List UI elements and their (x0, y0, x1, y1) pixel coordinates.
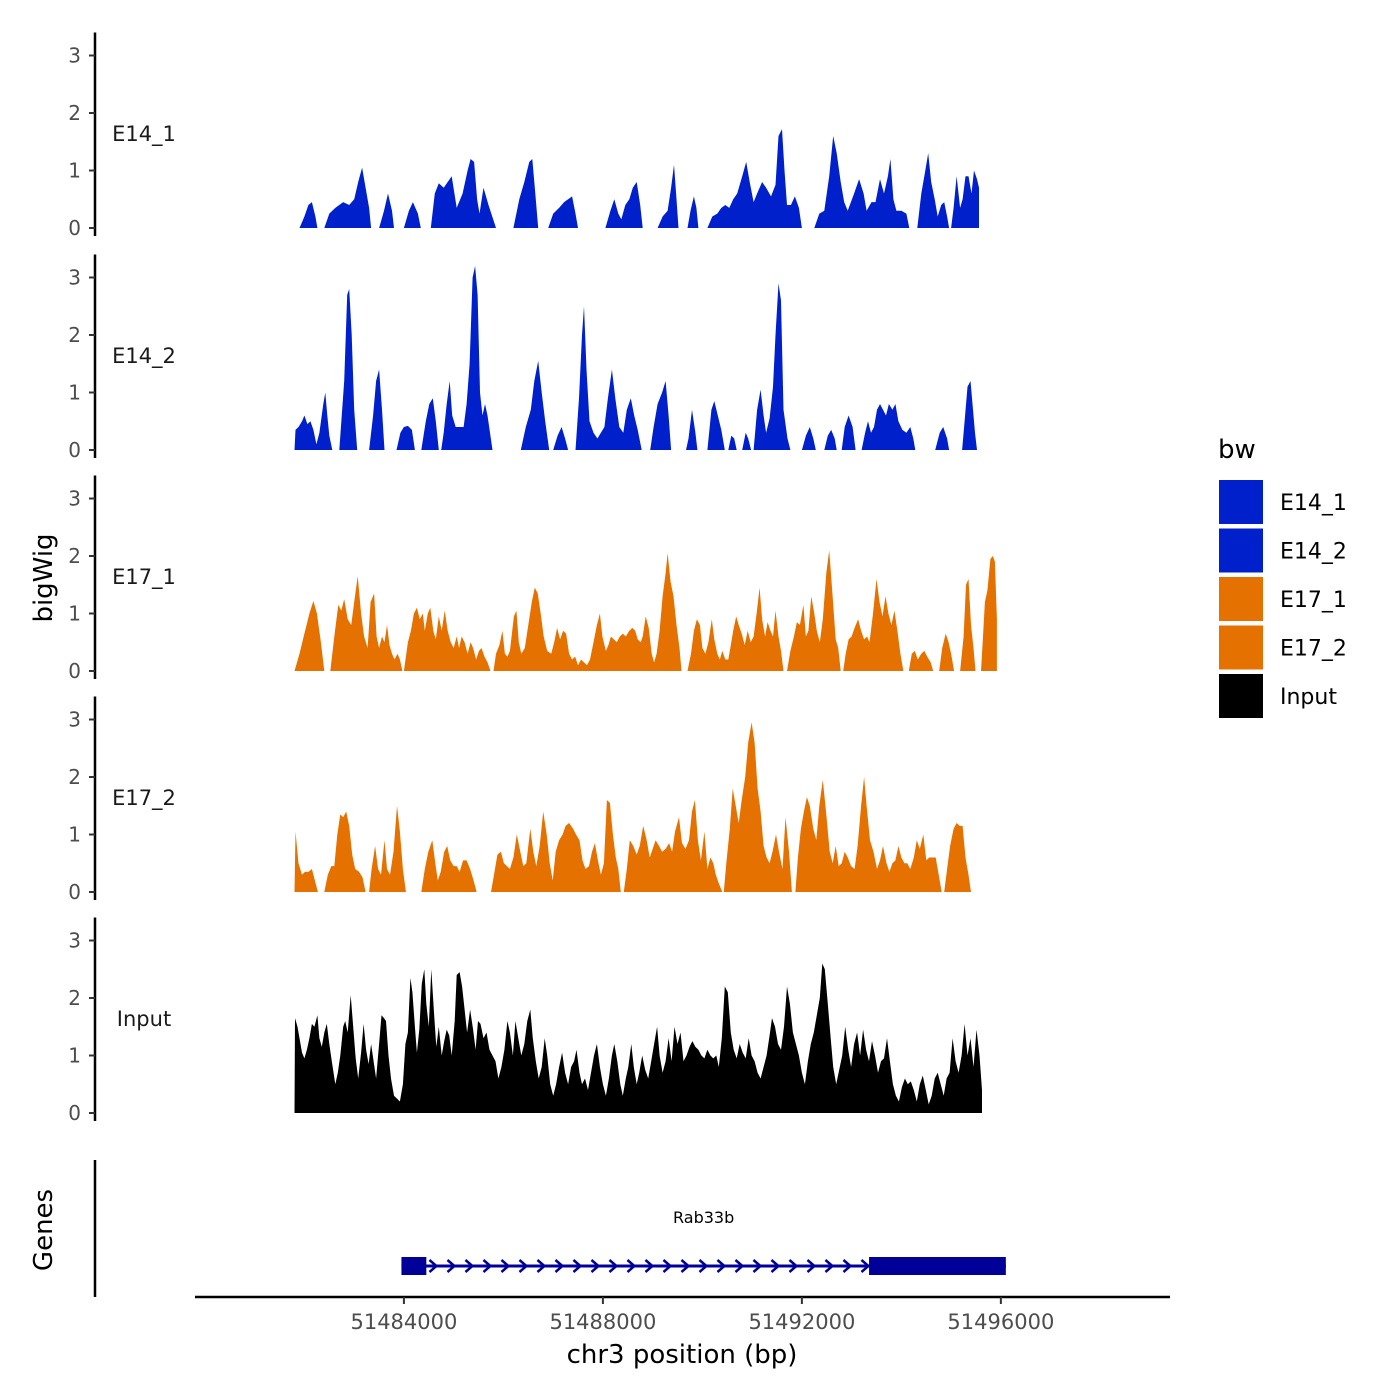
strand-arrow (482, 1259, 493, 1273)
strand-arrow (608, 1259, 619, 1273)
strand-arrow (518, 1259, 529, 1273)
track-label: E14_2 (112, 344, 176, 369)
y-tick-label: 2 (68, 986, 81, 1010)
y-tick-label: 3 (68, 266, 81, 290)
legend-item-E17_2: E17_2 (1219, 625, 1347, 670)
legend-swatch (1219, 625, 1263, 670)
gene-name-label: Rab33b (673, 1208, 734, 1227)
legend-title: bw (1218, 435, 1256, 465)
strand-arrow (770, 1259, 781, 1273)
y-tick-label: 1 (68, 823, 81, 847)
x-axis: 51484000 51488000 51492000 51496000 (195, 1295, 1170, 1334)
legend-label: E17_2 (1280, 637, 1347, 662)
x-tick-label: 51492000 (748, 1310, 855, 1334)
y-tick-label: 0 (68, 1101, 81, 1125)
strand-arrow (788, 1259, 799, 1273)
legend: E14_1 E14_2 E17_1 E17_2 Input (1219, 480, 1347, 718)
x-axis-title: chr3 position (bp) (567, 1340, 798, 1370)
legend-item-E17_1: E17_1 (1219, 577, 1347, 621)
strand-arrow (500, 1259, 511, 1273)
strand-arrow (752, 1259, 763, 1273)
area-E14_2 (294, 266, 977, 450)
x-tick-label: 51496000 (947, 1310, 1054, 1334)
legend-swatch (1219, 674, 1263, 718)
track-panel-E17_2: 0 1 2 3 E17_2 (68, 696, 971, 904)
track-label: Input (117, 1007, 171, 1031)
track-panel-E17_1: 0 1 2 3 E17_1 (68, 475, 997, 683)
y-tick-label: 2 (68, 544, 81, 568)
y-tick-label: 3 (68, 487, 81, 511)
legend-item-E14_1: E14_1 (1219, 480, 1347, 524)
y-tick-label: 2 (68, 765, 81, 789)
strand-arrow (446, 1259, 457, 1273)
x-tick-label: 51484000 (350, 1310, 457, 1334)
track-panel-Input: 0 1 2 3 Input (68, 917, 982, 1125)
y-tick-label: 2 (68, 101, 81, 125)
legend-label: Input (1280, 685, 1337, 710)
track-panel-E14_2: 0 1 2 3 E14_2 (68, 254, 977, 462)
x-tick-label: 51488000 (549, 1310, 656, 1334)
strand-arrow (860, 1259, 871, 1273)
strand-arrow (428, 1259, 439, 1273)
y-tick-label: 1 (68, 159, 81, 183)
y-tick-label: 3 (68, 929, 81, 953)
track-label: E14_1 (112, 122, 176, 147)
y-tick-label: 3 (68, 708, 81, 732)
strand-arrow (536, 1259, 547, 1273)
strand-arrow (464, 1259, 475, 1273)
y-tick-label: 0 (68, 216, 81, 240)
legend-label: E17_1 (1280, 588, 1347, 613)
legend-item-Input: Input (1219, 674, 1337, 718)
gene-exon (869, 1257, 1006, 1275)
y-tick-label: 1 (68, 1044, 81, 1068)
strand-arrow (806, 1259, 817, 1273)
legend-swatch (1219, 480, 1263, 524)
area-E17_1 (294, 550, 997, 671)
strand-arrow (680, 1259, 691, 1273)
legend-item-E14_2: E14_2 (1219, 528, 1347, 573)
y-tick-label: 1 (68, 381, 81, 405)
track-panel-E14_1: 0 1 2 3 E14_1 (68, 32, 979, 240)
track-label: E17_2 (112, 786, 176, 811)
gene-exon (401, 1257, 427, 1275)
legend-label: E14_1 (1280, 491, 1347, 516)
strand-arrow (824, 1259, 835, 1273)
strand-arrow (626, 1259, 637, 1273)
y-tick-label: 0 (68, 880, 81, 904)
strand-arrow (554, 1259, 565, 1273)
y-axis-title: bigWig (29, 533, 59, 622)
y-tick-label: 2 (68, 323, 81, 347)
area-Input (294, 963, 982, 1113)
strand-arrow (590, 1259, 601, 1273)
y-tick-label: 0 (68, 659, 81, 683)
strand-arrow (734, 1259, 745, 1273)
strand-arrow (572, 1259, 583, 1273)
track-panels: 0 1 2 3 E14_1 0 1 2 3 E14_2 0 1 2 3 E17_1 0 1 2 3 E17_2 0 1 2 3… (68, 32, 997, 1125)
genes-axis-title: Genes (29, 1189, 59, 1271)
legend-swatch (1219, 528, 1263, 573)
strand-arrow (698, 1259, 709, 1273)
area-E17_2 (294, 722, 971, 892)
strand-arrow (662, 1259, 673, 1273)
strand-arrow (842, 1259, 853, 1273)
y-tick-label: 1 (68, 602, 81, 626)
strand-arrow (644, 1259, 655, 1273)
area-E14_1 (299, 129, 979, 228)
y-tick-label: 0 (68, 438, 81, 462)
legend-label: E14_2 (1280, 540, 1347, 565)
y-tick-label: 3 (68, 44, 81, 68)
legend-swatch (1219, 577, 1263, 621)
genes-panel: Rab33b (93, 1160, 1006, 1297)
strand-arrow (716, 1259, 727, 1273)
track-label: E17_1 (112, 565, 176, 590)
